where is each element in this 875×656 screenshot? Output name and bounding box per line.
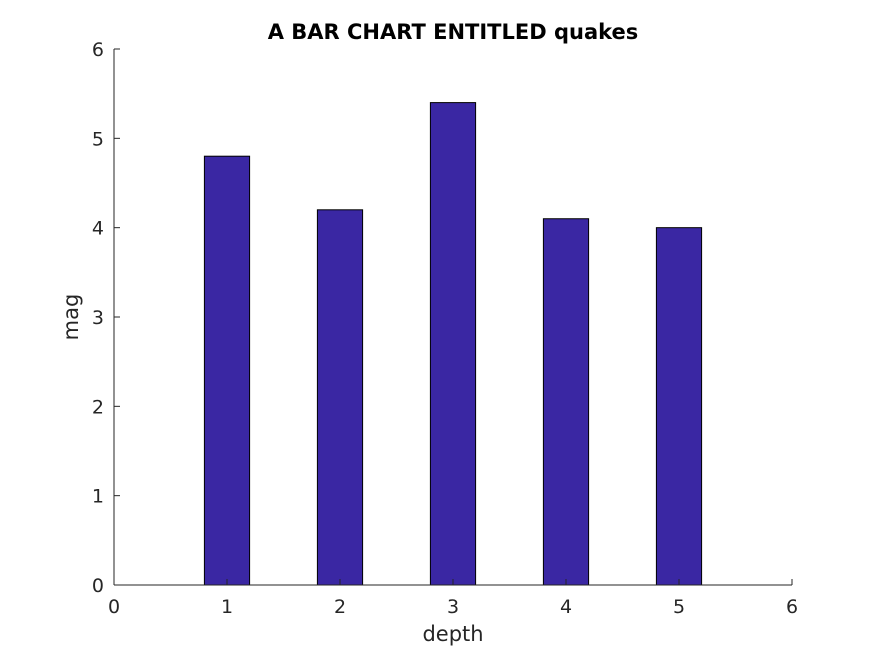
bar-4 [542,218,590,586]
bar-2 [316,209,364,586]
x-tick-label: 0 [108,596,120,618]
bar-1 [203,155,251,586]
x-tick-label: 6 [786,596,798,618]
y-ticks-group: 0 1 2 3 4 5 6 [92,39,120,597]
bars-group [203,102,703,586]
y-tick-label: 0 [92,575,104,597]
x-tick-label: 3 [447,596,459,618]
y-tick-label: 5 [92,128,104,150]
y-tick-label: 6 [92,39,104,61]
y-tick-label: 4 [92,218,104,240]
bar-3 [429,102,477,586]
y-tick-label: 1 [92,486,104,508]
y-axis-label: mag [59,294,83,341]
x-ticks-group: 0 1 2 3 4 5 6 [108,579,798,618]
x-tick-label: 4 [560,596,572,618]
bar-5 [655,227,703,586]
chart-title: A BAR CHART ENTITLED quakes [268,20,639,44]
x-tick-label: 5 [673,596,685,618]
y-tick-label: 2 [92,396,104,418]
y-tick-label: 3 [92,307,104,329]
x-tick-label: 2 [334,596,346,618]
x-axis-label: depth [422,622,483,646]
x-tick-label: 1 [221,596,233,618]
